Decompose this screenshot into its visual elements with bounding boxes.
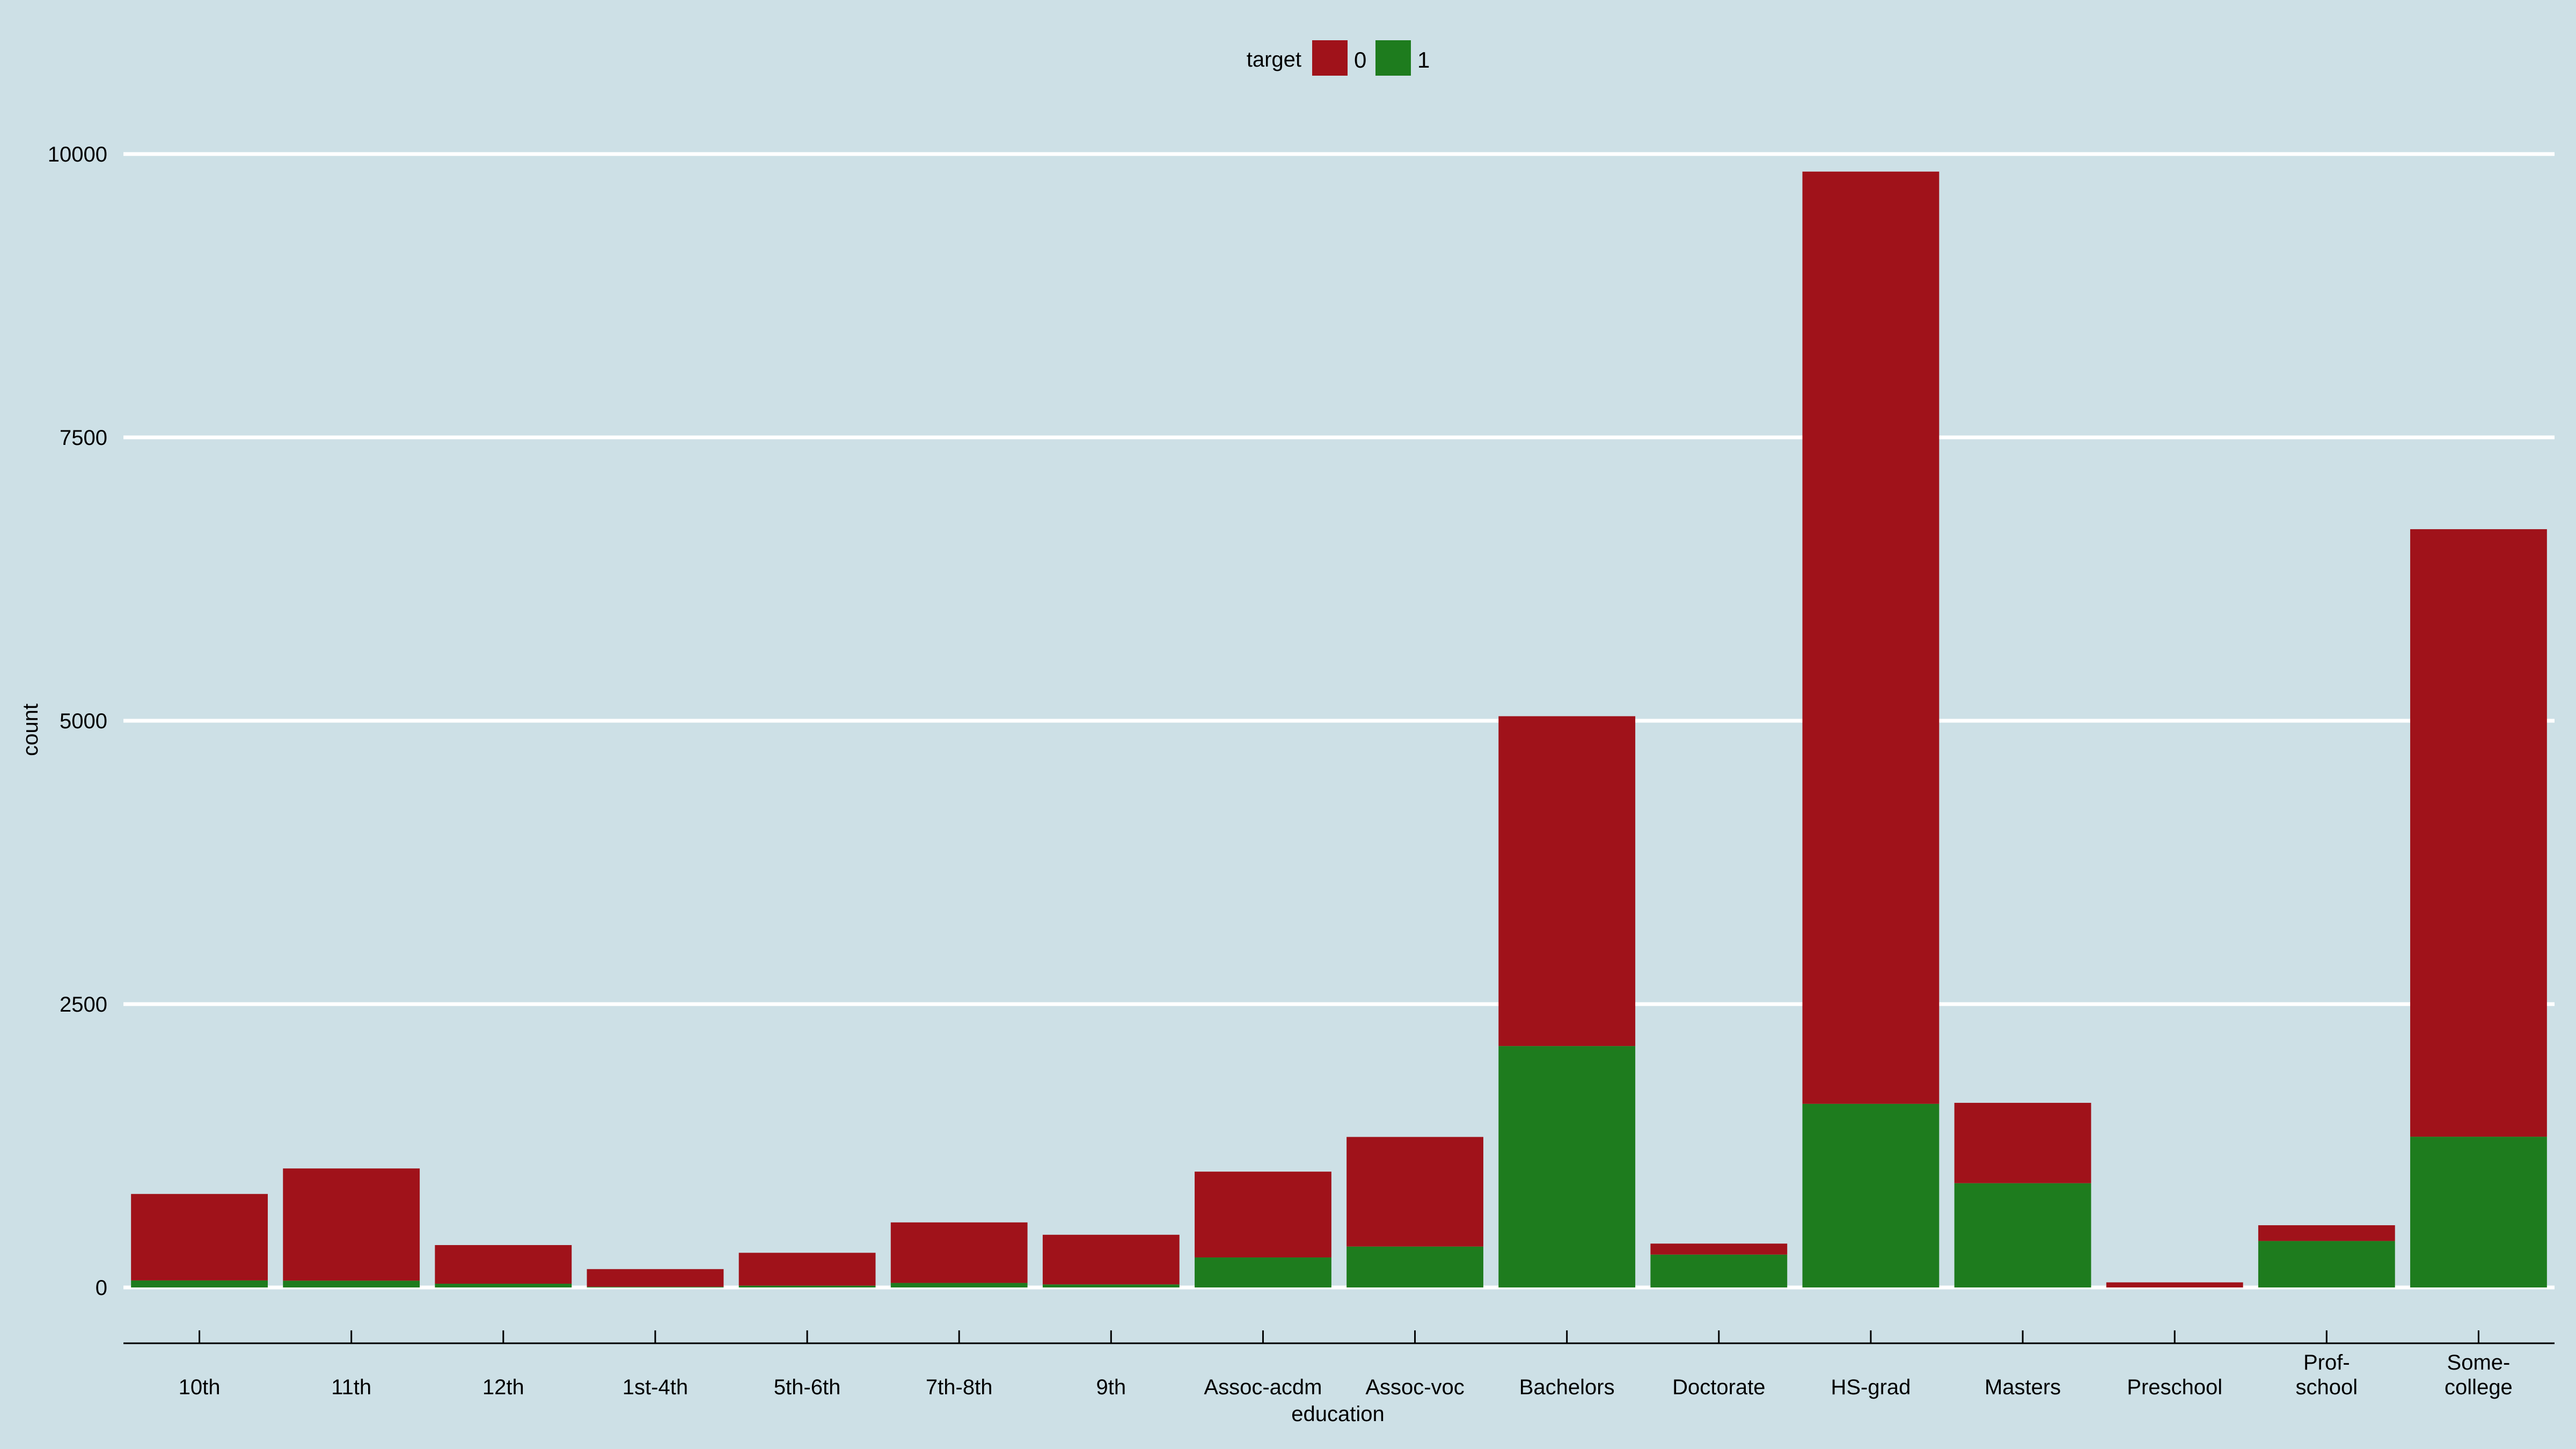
bar-Bachelors-target-1: [1498, 1046, 1636, 1287]
bar-7th-8th-target-0: [890, 1222, 1028, 1283]
x-tick-label-7th-8th: 7th-8th: [926, 1375, 993, 1399]
bar-Some-college-target-1: [2410, 1137, 2547, 1287]
x-tick-label-Doctorate: Doctorate: [1672, 1375, 1765, 1399]
legend-label-1: 1: [1417, 47, 1430, 72]
legend: target 0 1: [1247, 40, 1430, 76]
bar-Assoc-voc-target-1: [1346, 1246, 1483, 1287]
x-tick-label-Prof-school: Prof-school: [2296, 1351, 2358, 1399]
bar-9th-target-1: [1042, 1284, 1180, 1287]
x-axis: 10th 11th 12th 1st-4th 5th-6th 7th-8th 9th Asso…: [123, 1330, 2555, 1399]
bar-1st-4th-target-0: [587, 1269, 724, 1287]
x-tick-label-Assoc-acdm: Assoc-acdm: [1204, 1375, 1322, 1399]
legend-label-0: 0: [1354, 47, 1366, 72]
legend-swatch-0: [1312, 40, 1348, 76]
bar-5th-6th-target-1: [738, 1285, 876, 1287]
x-tick-label-9th: 9th: [1096, 1375, 1126, 1399]
x-tick-label-Bachelors: Bachelors: [1519, 1375, 1615, 1399]
y-tick-label-2500: 2500: [60, 993, 107, 1016]
x-tick-label-5th-6th: 5th-6th: [774, 1375, 841, 1399]
bar-HS-grad-target-0: [1802, 171, 1940, 1104]
y-tick-label-7500: 7500: [60, 426, 107, 450]
y-axis-title: count: [19, 704, 42, 756]
bar-Assoc-voc-target-0: [1346, 1137, 1483, 1247]
bar-Doctorate-target-0: [1650, 1243, 1788, 1255]
bar-Preschool-target-0: [2106, 1282, 2243, 1287]
y-axis: 0 2500 5000 7500 10000: [48, 143, 107, 1300]
bar-Masters-target-0: [1954, 1102, 2091, 1183]
x-tick-label-Some-college: Some-college: [2445, 1351, 2513, 1399]
y-tick-label-5000: 5000: [60, 709, 107, 733]
y-tick-label-10000: 10000: [48, 143, 107, 166]
bar-Masters-target-1: [1954, 1183, 2091, 1287]
x-tick-label-Assoc-voc: Assoc-voc: [1365, 1375, 1465, 1399]
bar-11th-target-1: [283, 1280, 420, 1287]
bar-7th-8th-target-1: [890, 1283, 1028, 1287]
bar-Assoc-acdm-target-1: [1195, 1257, 1331, 1287]
bar-Some-college-target-0: [2410, 529, 2547, 1137]
bar-Bachelors-target-0: [1498, 716, 1636, 1046]
bar-12th-target-1: [435, 1284, 572, 1287]
bar-Prof-school-target-0: [2258, 1225, 2395, 1241]
x-tick-label-HS-grad: HS-grad: [1831, 1375, 1911, 1399]
bar-10th-target-1: [131, 1280, 268, 1287]
x-tick-label-11th: 11th: [331, 1375, 371, 1399]
bar-HS-grad-target-1: [1802, 1103, 1940, 1287]
bar-10th-target-0: [131, 1194, 268, 1280]
x-axis-title: education: [1291, 1402, 1384, 1426]
x-tick-label-10th: 10th: [179, 1375, 221, 1399]
legend-title: target: [1247, 48, 1301, 71]
y-tick-label-0: 0: [96, 1276, 107, 1300]
bar-Prof-school-target-1: [2258, 1241, 2395, 1287]
x-tick-label-Masters: Masters: [1985, 1375, 2061, 1399]
x-tick-label-12th: 12th: [482, 1375, 524, 1399]
bar-Assoc-acdm-target-0: [1195, 1172, 1331, 1258]
bar-9th-target-0: [1042, 1234, 1180, 1285]
bars: [131, 171, 2547, 1287]
legend-swatch-1: [1375, 40, 1411, 76]
x-tick-label-1st-4th: 1st-4th: [623, 1375, 688, 1399]
bar-5th-6th-target-0: [738, 1253, 876, 1286]
bar-Doctorate-target-1: [1650, 1254, 1788, 1287]
x-tick-label-Preschool: Preschool: [2127, 1375, 2222, 1399]
bar-11th-target-0: [283, 1168, 420, 1281]
bar-12th-target-0: [435, 1245, 572, 1284]
